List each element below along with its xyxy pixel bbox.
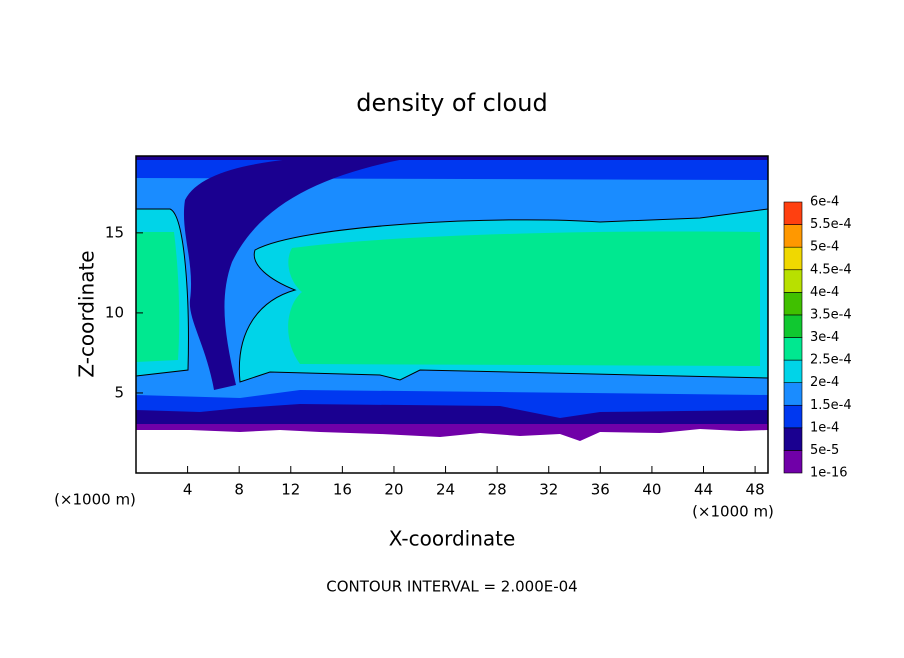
x-tick-label: 32 (539, 481, 558, 499)
x-tick-label: 4 (183, 481, 193, 499)
plot-frame (135, 155, 769, 474)
x-unit: (×1000 m) (692, 503, 774, 521)
y-unit: (×1000 m) (54, 491, 136, 509)
x-axis-label: X-coordinate (389, 527, 516, 551)
colorbar-swatch (783, 427, 803, 451)
colorbar-swatch (783, 246, 803, 271)
colorbar-swatch (783, 269, 803, 293)
y-tick-label: 10 (105, 303, 124, 321)
x-tick-label: 8 (234, 481, 244, 499)
colorbar-swatch (783, 450, 803, 474)
colorbar-label: 4e-4 (810, 285, 839, 300)
colorbar-label: 5e-5 (810, 443, 839, 458)
x-tick-label: 12 (281, 481, 300, 499)
x-tick-label: 40 (642, 481, 661, 499)
colorbar-swatch (783, 404, 803, 429)
colorbar-label: 4.5e-4 (810, 262, 852, 277)
colorbar-swatch (783, 201, 803, 225)
x-tick-label: 24 (436, 481, 455, 499)
x-tick-label: 28 (488, 481, 507, 499)
contour-region (183, 156, 420, 390)
x-tick-label: 44 (694, 481, 713, 499)
colorbar-label: 2e-4 (810, 375, 839, 390)
contour-line (135, 208, 769, 383)
colorbar-label: 5.5e-4 (810, 217, 852, 232)
colorbar-label: 6e-4 (810, 195, 839, 210)
colorbar-label: 3.5e-4 (810, 307, 852, 322)
x-tick-label: 36 (591, 481, 610, 499)
colorbar-swatch (783, 292, 803, 316)
footer-note: CONTOUR INTERVAL = 2.000E-04 (326, 578, 577, 596)
y-tick-label: 15 (105, 223, 124, 241)
chart-title: density of cloud (356, 89, 547, 117)
y-tick-label: 5 (114, 383, 124, 401)
y-axis-label: Z-coordinate (75, 250, 99, 377)
contour-region (136, 231, 760, 366)
colorbar-swatch (783, 314, 803, 338)
colorbar-label: 1e-4 (810, 420, 839, 435)
x-tick-label: 16 (333, 481, 352, 499)
x-tick-label: 48 (746, 481, 765, 499)
colorbar-label: 2.5e-4 (810, 353, 852, 368)
colorbar-label: 3e-4 (810, 330, 839, 345)
colorbar-label: 1e-16 (810, 466, 848, 481)
colorbar-label: 5e-4 (810, 240, 839, 255)
colorbar-swatch (783, 337, 803, 361)
x-tick-label: 20 (384, 481, 403, 499)
colorbar-swatch (783, 359, 803, 383)
colorbar-swatch (783, 224, 803, 248)
colorbar-label: 1.5e-4 (810, 398, 852, 413)
colorbar-swatch (783, 382, 803, 406)
